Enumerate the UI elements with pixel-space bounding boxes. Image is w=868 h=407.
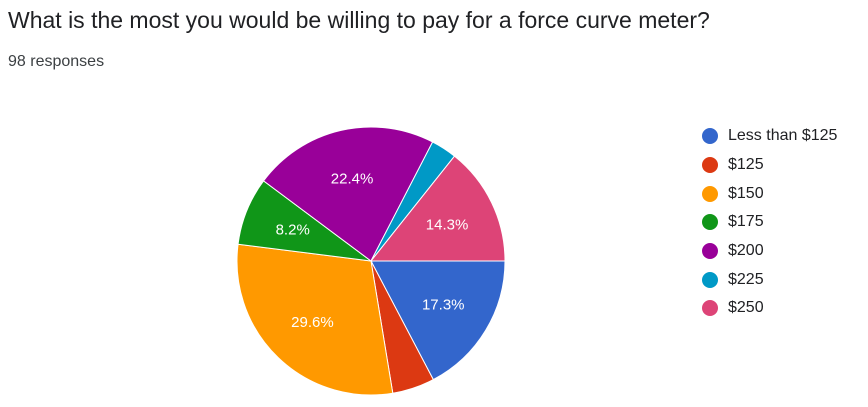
legend-item-5[interactable]: $225 [702, 265, 837, 294]
legend-item-2[interactable]: $150 [702, 179, 837, 208]
pie-slices [236, 126, 506, 396]
legend-label: $125 [728, 156, 764, 174]
legend-swatch-icon [702, 214, 718, 231]
slice-data-label-6: 14.3% [426, 216, 469, 233]
pie-slice-4[interactable] [262, 126, 434, 262]
pie-slice-0[interactable] [370, 260, 506, 381]
legend-swatch-icon [702, 128, 718, 145]
legend-label: $250 [728, 299, 764, 317]
chart-legend: Less than $125 $125 $150 $175 $200 $225 $250 [702, 122, 837, 323]
legend-swatch-icon [702, 157, 718, 174]
legend-swatch-icon [702, 243, 718, 260]
legend-item-1[interactable]: $125 [702, 151, 837, 180]
legend-item-4[interactable]: $200 [702, 237, 837, 266]
legend-label: $225 [728, 270, 764, 288]
legend-label: $200 [728, 242, 764, 260]
question-title: What is the most you would be willing to… [8, 7, 710, 33]
legend-swatch-icon [702, 271, 718, 288]
legend-swatch-icon [702, 185, 718, 202]
legend-label: $175 [728, 213, 764, 231]
slice-data-label-2: 29.6% [291, 314, 334, 331]
slice-data-label-3: 8.2% [276, 221, 310, 238]
legend-item-3[interactable]: $175 [702, 208, 837, 237]
pie-data-labels: 17.3% 29.6% 8.2% 22.4% 14.3% [276, 171, 469, 331]
response-count: 98 responses [8, 53, 105, 70]
pie-slice-2[interactable] [236, 243, 394, 396]
legend-item-6[interactable]: $250 [702, 294, 837, 323]
legend-label: $150 [728, 184, 764, 202]
legend-item-0[interactable]: Less than $125 [702, 122, 837, 151]
pie-slice-6[interactable] [369, 155, 506, 262]
slice-data-label-4: 22.4% [331, 171, 374, 188]
legend-swatch-icon [702, 300, 718, 317]
slice-data-label-0: 17.3% [422, 297, 465, 314]
legend-label: Less than $125 [728, 127, 838, 145]
